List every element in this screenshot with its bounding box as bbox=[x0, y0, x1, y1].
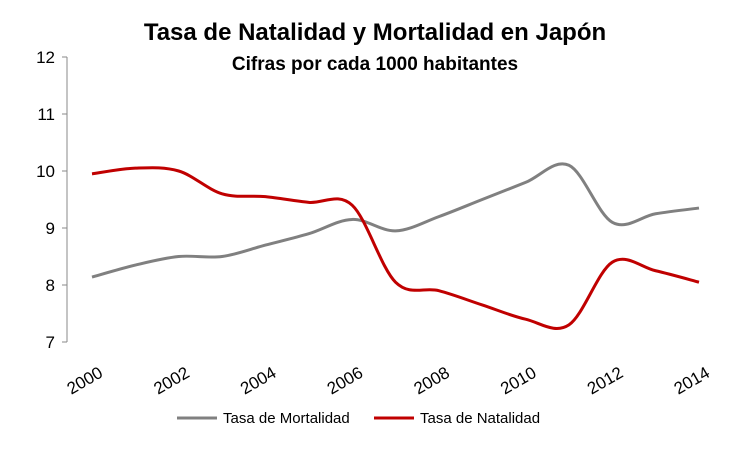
x-tick-label: 2000 bbox=[64, 363, 106, 398]
data-line bbox=[91, 162, 700, 279]
x-tick-label: 2006 bbox=[324, 363, 366, 398]
x-tick-label: 2002 bbox=[150, 363, 192, 398]
y-tick-label: 12 bbox=[36, 48, 55, 67]
chart-title: Tasa de Natalidad y Mortalidad en Japón bbox=[144, 19, 606, 46]
y-tick-label: 7 bbox=[46, 333, 55, 352]
x-tick-label: 2008 bbox=[411, 363, 453, 398]
chart-subtitle: Cifras por cada 1000 habitantes bbox=[232, 54, 518, 75]
x-tick-label: 2012 bbox=[584, 363, 626, 398]
y-tick-label: 11 bbox=[37, 105, 55, 124]
y-tick-label: 10 bbox=[36, 162, 55, 181]
y-tick-label: 9 bbox=[46, 219, 55, 238]
x-tick-label: 2014 bbox=[671, 363, 713, 398]
legend-label: Tasa de Natalidad bbox=[420, 410, 540, 427]
x-tick-label: 2004 bbox=[237, 363, 279, 398]
x-tick-label: 2010 bbox=[497, 363, 539, 398]
legend-label: Tasa de Mortalidad bbox=[223, 410, 350, 427]
y-tick-label: 8 bbox=[46, 276, 55, 295]
data-line bbox=[91, 166, 700, 330]
